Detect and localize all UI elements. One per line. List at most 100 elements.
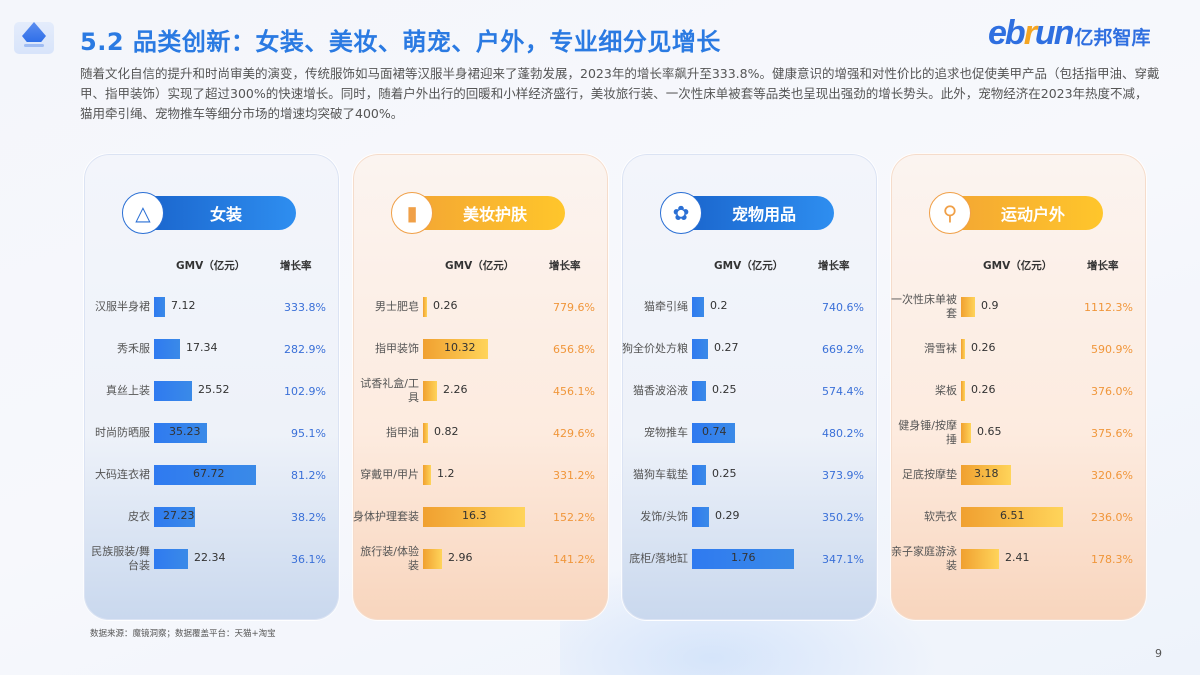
bar-area: 2.41: [961, 549, 1079, 569]
bar-area: 2.96: [423, 549, 541, 569]
table-row: 软壳衣 6.51 236.0%: [891, 496, 1146, 538]
gmv-column-header: GMV（亿元）: [714, 260, 784, 272]
gmv-value: 7.12: [171, 299, 196, 312]
gmv-bar: [961, 297, 975, 317]
category-label: 猫香波浴液: [633, 384, 688, 397]
gmv-value: 16.3: [462, 509, 487, 522]
table-row: 底柜/落地缸 1.76 347.1%: [622, 538, 877, 580]
category-label: 猫牵引绳: [644, 300, 688, 313]
table-row: 发饰/头饰 0.29 350.2%: [622, 496, 877, 538]
bar-area: 17.34: [154, 339, 272, 359]
data-source-note: 数据来源：魔镜洞察；数据覆盖平台：天猫+淘宝: [90, 629, 276, 639]
gmv-bar: [961, 549, 999, 569]
bar-area: 0.74: [692, 423, 810, 443]
growth-rate: 102.9%: [284, 384, 326, 398]
growth-rate: 656.8%: [553, 342, 595, 356]
category-label: 一次性床单被套: [891, 293, 957, 320]
gmv-value: 1.76: [731, 551, 756, 564]
gmv-bar: [692, 549, 794, 569]
gmv-column-header: GMV（亿元）: [445, 260, 515, 272]
gmv-value: 67.72: [193, 467, 225, 480]
gmv-bar: [692, 381, 706, 401]
gmv-value: 0.65: [977, 425, 1002, 438]
bar-area: 0.2: [692, 297, 810, 317]
bar-area: 0.9: [961, 297, 1079, 317]
category-cards: 女装 △ GMV（亿元） 增长率 汉服半身裙 7.12 333.8% 秀禾服 17.3…: [83, 153, 1147, 621]
table-row: 足底按摩垫 3.18 320.6%: [891, 454, 1146, 496]
gmv-bar: [692, 423, 735, 443]
gmv-bar: [154, 381, 192, 401]
gmv-value: 6.51: [1000, 509, 1025, 522]
growth-rate: 350.2%: [822, 510, 864, 524]
growth-rate: 590.9%: [1091, 342, 1133, 356]
gmv-bar: [692, 465, 706, 485]
table-row: 真丝上装 25.52 102.9%: [84, 370, 339, 412]
table-row: 一次性床单被套 0.9 1112.3%: [891, 286, 1146, 328]
growth-rate: 373.9%: [822, 468, 864, 482]
table-row: 汉服半身裙 7.12 333.8%: [84, 286, 339, 328]
bar-area: 1.76: [692, 549, 810, 569]
category-label: 桨板: [935, 384, 957, 397]
growth-rate: 480.2%: [822, 426, 864, 440]
gmv-bar: [692, 507, 709, 527]
gmv-bar: [692, 339, 708, 359]
gmv-value: 0.29: [715, 509, 740, 522]
gmv-bar: [423, 423, 428, 443]
growth-rate: 141.2%: [553, 552, 595, 566]
growth-rate: 574.4%: [822, 384, 864, 398]
table-row: 指甲装饰 10.32 656.8%: [353, 328, 608, 370]
category-label: 宠物推车: [644, 426, 688, 439]
bar-area: 0.29: [692, 507, 810, 527]
bar-rows: 一次性床单被套 0.9 1112.3% 滑雪袜 0.26 590.9% 桨板 0…: [891, 286, 1146, 580]
bar-area: 3.18: [961, 465, 1079, 485]
category-label: 汉服半身裙: [95, 300, 150, 313]
table-row: 猫牵引绳 0.2 740.6%: [622, 286, 877, 328]
bar-area: 0.26: [961, 339, 1079, 359]
table-row: 旅行装/体验装 2.96 141.2%: [353, 538, 608, 580]
growth-rate: 38.2%: [291, 510, 326, 524]
category-label: 狗全价处方粮: [622, 342, 688, 355]
section-crown-icon: [14, 22, 54, 54]
category-label: 男士肥皂: [375, 300, 419, 313]
page-number: 9: [1155, 647, 1162, 660]
growth-column-header: 增长率: [1087, 260, 1119, 272]
category-label: 猫狗车载垫: [633, 468, 688, 481]
growth-rate: 95.1%: [291, 426, 326, 440]
gmv-value: 1.2: [437, 467, 455, 480]
category-label: 足底按摩垫: [902, 468, 957, 481]
gmv-bar: [423, 339, 488, 359]
paw-icon: ✿: [660, 192, 702, 234]
table-row: 皮衣 27.23 38.2%: [84, 496, 339, 538]
table-row: 穿戴甲/甲片 1.2 331.2%: [353, 454, 608, 496]
gmv-bar: [423, 297, 427, 317]
dress-icon: △: [122, 192, 164, 234]
table-row: 狗全价处方粮 0.27 669.2%: [622, 328, 877, 370]
gmv-bar: [961, 423, 971, 443]
gmv-value: 22.34: [194, 551, 226, 564]
category-label: 指甲油: [386, 426, 419, 439]
growth-rate: 456.1%: [553, 384, 595, 398]
gmv-value: 3.18: [974, 467, 999, 480]
growth-column-header: 增长率: [280, 260, 312, 272]
card-sports-outdoor: 运动户外 ⚲ GMV（亿元） 增长率 一次性床单被套 0.9 1112.3% 滑雪袜 …: [890, 153, 1147, 621]
gmv-value: 0.26: [971, 341, 996, 354]
bar-area: 1.2: [423, 465, 541, 485]
lipstick-icon: ▮: [391, 192, 433, 234]
gmv-bar: [154, 423, 207, 443]
gmv-bar: [154, 465, 256, 485]
category-label: 试香礼盒/工具: [360, 377, 419, 404]
gmv-value: 2.41: [1005, 551, 1030, 564]
category-label: 发饰/头饰: [640, 510, 688, 523]
gmv-value: 0.26: [433, 299, 458, 312]
growth-rate: 333.8%: [284, 300, 326, 314]
growth-column-header: 增长率: [818, 260, 850, 272]
table-row: 大码连衣裙 67.72 81.2%: [84, 454, 339, 496]
intro-paragraph: 随着文化自信的提升和时尚审美的演变，传统服饰如马面裙等汉服半身裙迎来了蓬勃发展，…: [80, 66, 1160, 121]
logo-cn: 亿邦智库: [1074, 27, 1151, 49]
growth-rate: 375.6%: [1091, 426, 1133, 440]
growth-rate: 36.1%: [291, 552, 326, 566]
gmv-bar: [423, 549, 442, 569]
bar-area: 10.32: [423, 339, 541, 359]
growth-rate: 236.0%: [1091, 510, 1133, 524]
bar-area: 22.34: [154, 549, 272, 569]
